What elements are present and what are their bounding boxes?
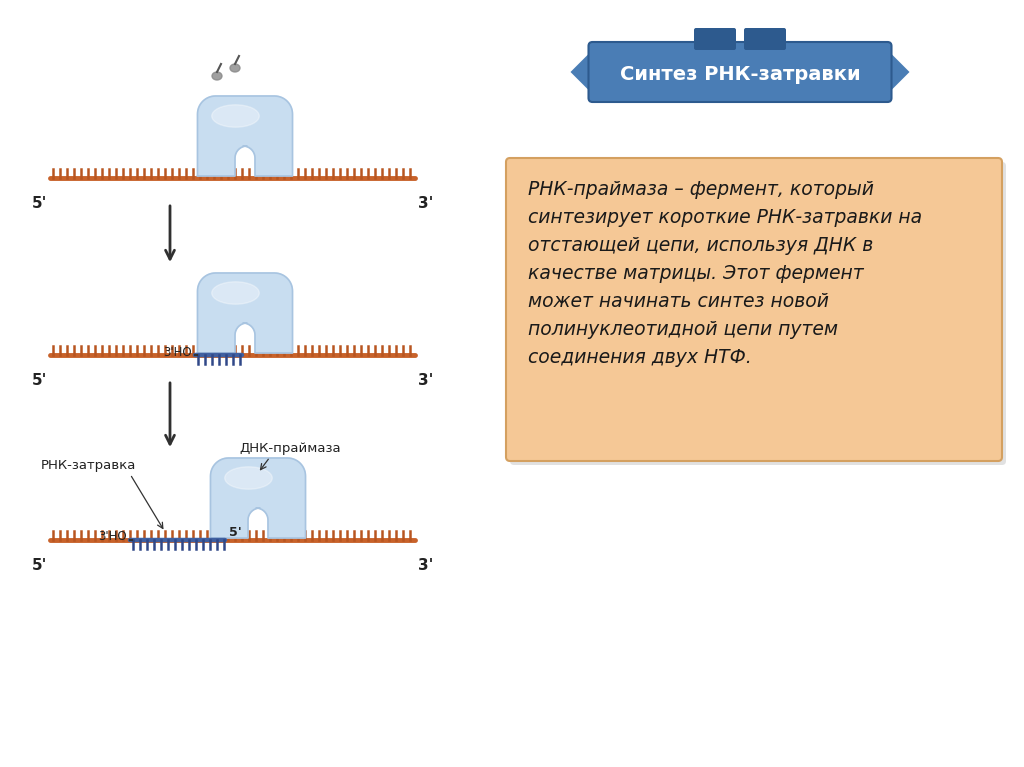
Polygon shape	[198, 96, 293, 176]
Ellipse shape	[224, 467, 272, 489]
Text: ДНК-праймаза: ДНК-праймаза	[240, 442, 341, 455]
Text: РНК-затравка: РНК-затравка	[40, 459, 136, 472]
Text: РНК-праймаза – фермент, который
синтезирует короткие РНК-затравки на
отстающей ц: РНК-праймаза – фермент, который синтезир…	[528, 180, 923, 367]
FancyBboxPatch shape	[744, 28, 786, 50]
Polygon shape	[570, 50, 593, 94]
Text: 3'HO: 3'HO	[98, 531, 127, 544]
FancyBboxPatch shape	[694, 28, 736, 50]
Polygon shape	[888, 50, 909, 94]
Ellipse shape	[212, 72, 222, 80]
Text: 5': 5'	[32, 373, 47, 388]
Text: Синтез РНК-затравки: Синтез РНК-затравки	[620, 64, 860, 84]
FancyBboxPatch shape	[510, 162, 1006, 465]
Polygon shape	[211, 458, 305, 538]
Polygon shape	[198, 273, 293, 353]
FancyBboxPatch shape	[506, 158, 1002, 461]
Text: 5': 5'	[229, 525, 242, 538]
FancyBboxPatch shape	[589, 42, 892, 102]
Text: 3': 3'	[418, 373, 433, 388]
Text: 5': 5'	[32, 558, 47, 573]
Text: 3': 3'	[418, 558, 433, 573]
Ellipse shape	[212, 281, 259, 304]
Text: 5': 5'	[32, 196, 47, 211]
Ellipse shape	[212, 105, 259, 127]
Ellipse shape	[230, 64, 240, 72]
Text: 3': 3'	[418, 196, 433, 211]
Text: 3'HO: 3'HO	[164, 345, 193, 358]
